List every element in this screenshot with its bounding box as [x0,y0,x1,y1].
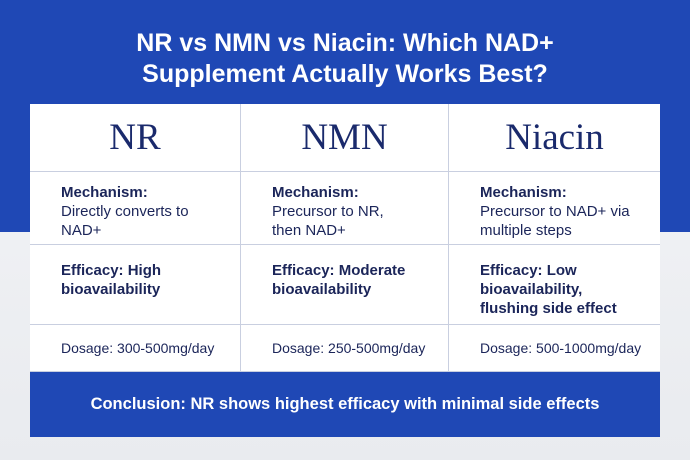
mechanism-text: multiple steps [480,222,572,239]
efficacy-text: bioavailability, [480,281,583,298]
title-line: NR vs NMN vs Niacin: Which NAD+ [136,29,554,57]
efficacy-cell: Efficacy: Moderate bioavailability [241,245,449,325]
mechanism-cell: Mechanism: Precursor to NAD+ via multiple … [449,172,660,245]
efficacy-text: Efficacy: High [61,262,162,279]
mechanism-text: Precursor to NAD+ via [480,203,630,220]
column-name: Niacin [449,104,660,172]
mechanism-text: then NAD+ [272,222,346,239]
comparison-table: NR NMN Niacin Mechanism: Directly converts t… [30,104,660,372]
column-name: NMN [241,104,449,172]
column-name: NR [30,104,241,172]
efficacy-text: flushing side effect [480,300,617,317]
efficacy-text: bioavailability [272,281,372,298]
dosage-cell: Dosage: 300-500mg/day [30,325,241,372]
efficacy-text: bioavailability [61,281,161,298]
efficacy-cell: Efficacy: Low bioavailability, flushing si… [449,245,660,325]
mechanism-label: Mechanism: [272,184,359,201]
mechanism-text: NAD+ [61,222,102,239]
mechanism-label: Mechanism: [480,184,567,201]
efficacy-cell: Efficacy: High bioavailability [30,245,241,325]
dosage-cell: Dosage: 500-1000mg/day [449,325,660,372]
dosage-cell: Dosage: 250-500mg/day [241,325,449,372]
title: NR vs NMN vs Niacin: Which NAD+ Supplemen… [0,28,690,90]
title-line: Supplement Actually Works Best? [142,60,548,88]
efficacy-text: Efficacy: Low [480,262,577,279]
mechanism-text: Directly converts to [61,203,189,220]
conclusion: Conclusion: NR shows highest efficacy wi… [30,372,660,437]
mechanism-cell: Mechanism: Precursor to NR, then NAD+ [241,172,449,245]
efficacy-text: Efficacy: Moderate [272,262,406,279]
mechanism-text: Precursor to NR, [272,203,384,220]
mechanism-cell: Mechanism: Directly converts to NAD+ [30,172,241,245]
mechanism-label: Mechanism: [61,184,148,201]
